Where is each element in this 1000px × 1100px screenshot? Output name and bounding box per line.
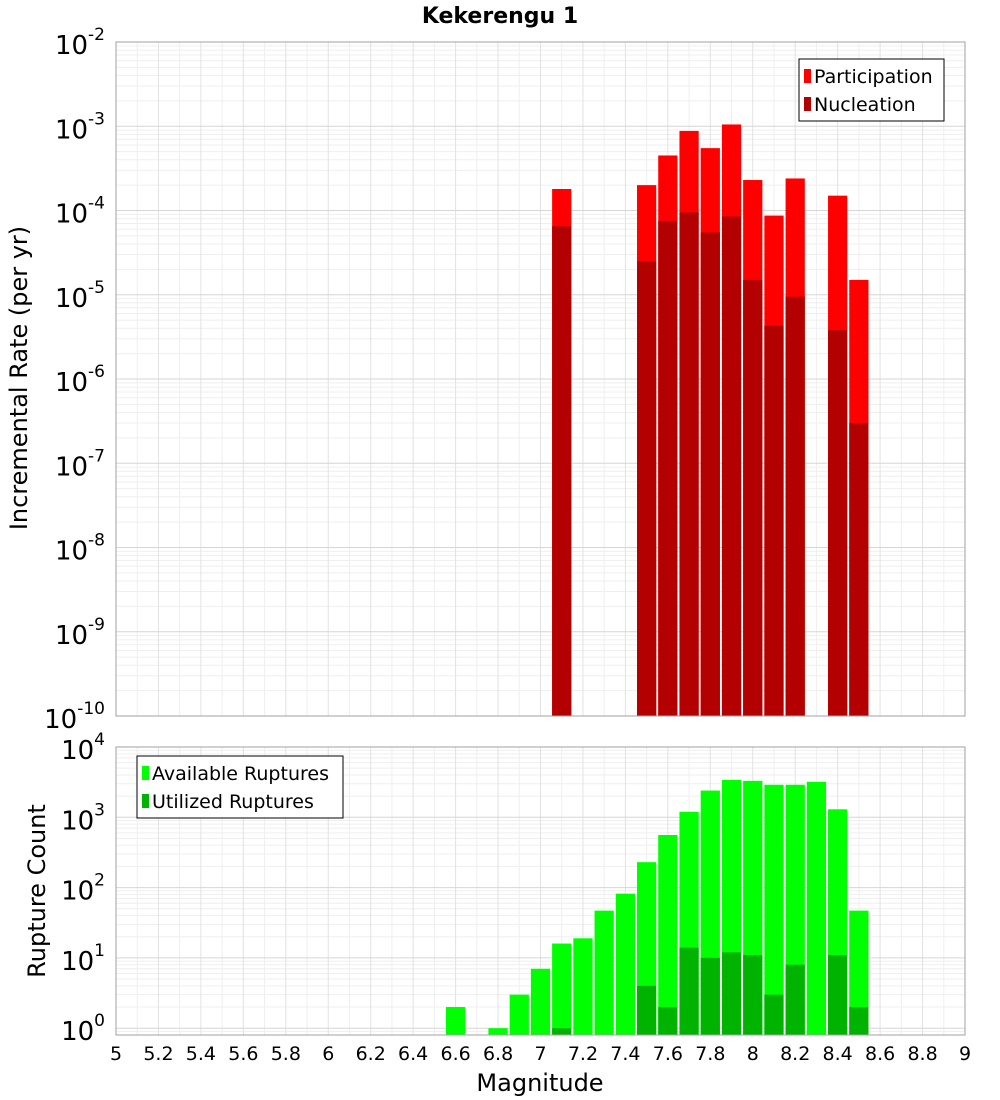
bar-secondary-7.1 [552, 226, 572, 716]
bar-secondary-7.5 [637, 261, 657, 716]
bar-secondary-8.2 [785, 296, 805, 716]
bar-primary-7.1 [552, 943, 572, 1035]
x-tick-label: 7.6 [653, 1043, 683, 1065]
legend-swatch [804, 97, 811, 111]
bar-secondary-8.5 [849, 1007, 869, 1035]
bar-secondary-8.2 [785, 964, 805, 1035]
bar-primary-8.3 [806, 781, 827, 1035]
bar-primary-7.6 [658, 834, 678, 1035]
plot-frame [115, 41, 966, 717]
legend-swatch [142, 794, 149, 808]
bar-primary-7.2 [573, 938, 593, 1035]
x-tick-label: 5.4 [186, 1043, 216, 1065]
x-tick-label: 5.6 [228, 1043, 258, 1065]
y-tick-label: 10-10 [44, 699, 105, 735]
x-tick-label: 6 [322, 1043, 334, 1065]
y-axis-label-count: Rupture Count [23, 804, 51, 978]
bar-secondary-7.8 [700, 232, 720, 716]
bar-primary-8.1 [764, 784, 784, 1035]
y-tick-label: 10-7 [55, 446, 105, 482]
x-tick-label: 5.2 [143, 1043, 173, 1065]
y-tick-label: 10-6 [55, 362, 105, 398]
x-tick-label: 6.6 [440, 1043, 470, 1065]
bar-secondary-7.9 [721, 952, 742, 1035]
bar-primary-7 [530, 968, 551, 1035]
bar-secondary-7.6 [658, 1007, 678, 1035]
bar-primary-6.9 [509, 994, 529, 1035]
x-tick-label: 5.8 [271, 1043, 301, 1065]
legend-box [136, 755, 344, 819]
x-tick-label: 7.2 [568, 1043, 598, 1065]
x-tick-label: 6.4 [398, 1043, 428, 1065]
bar-primary-6.8 [488, 1028, 508, 1035]
bar-secondary-8 [743, 279, 763, 716]
legend-label: Utilized Ruptures [152, 791, 314, 813]
bar-secondary-7.5 [637, 985, 657, 1035]
x-tick-label: 8.8 [907, 1043, 937, 1065]
bar-secondary-8.5 [849, 423, 869, 716]
legend-label: Available Ruptures [152, 763, 329, 785]
x-tick-label: 8.2 [780, 1043, 810, 1065]
y-tick-label: 10-9 [55, 615, 105, 651]
bar-secondary-7.8 [700, 957, 720, 1035]
x-tick-label: 8 [747, 1043, 759, 1065]
legend-box [798, 58, 945, 122]
bar-primary-7.4 [615, 893, 636, 1035]
y-tick-label: 102 [61, 871, 105, 907]
x-axis-label: Magnitude [476, 1069, 603, 1097]
rate-panel: 10-10 10-9 10-8 10-7 10-6 10-5 10-4 10-3 10-2 Par… [44, 25, 966, 735]
y-tick-label: 10-4 [55, 194, 105, 230]
x-tick-label: 8.4 [823, 1043, 853, 1065]
bar-secondary-8.1 [764, 994, 784, 1035]
legend: Participation Nucleation [798, 58, 945, 122]
bar-primary-8.5 [849, 910, 869, 1035]
bar-secondary-8.4 [828, 954, 848, 1035]
bar-secondary-8 [743, 954, 763, 1035]
chart-title: Kekerengu 1 [422, 4, 578, 29]
bar-secondary-7.6 [658, 221, 678, 716]
bar-secondary-7.1 [552, 1028, 572, 1035]
y-tick-label: 10-3 [55, 109, 105, 145]
legend: Available Ruptures Utilized Ruptures [136, 755, 344, 819]
bar-secondary-7.9 [721, 216, 742, 716]
legend-label: Participation [814, 66, 933, 88]
y-tick-label: 103 [61, 800, 105, 836]
y-tick-label: 10-5 [55, 278, 105, 314]
bar-secondary-8.1 [764, 325, 784, 716]
bar-secondary-7.7 [679, 212, 699, 717]
bar-secondary-8.4 [828, 330, 848, 716]
y-tick-label: 101 [61, 941, 105, 977]
x-tick-label: 5 [110, 1043, 122, 1065]
x-tick-label: 7.8 [695, 1043, 725, 1065]
bar-primary-7.3 [594, 910, 614, 1035]
bar-primary-6.6 [445, 1007, 466, 1035]
x-tick-label: 6.2 [356, 1043, 386, 1065]
count-panel: 100 101 102 103 104 5 5.2 5.4 5.6 5.8 6 6.2 6.4 6.6 6.… [61, 730, 971, 1065]
legend-swatch [142, 766, 149, 780]
y-axis-label-rate: Incremental Rate (per yr) [5, 226, 33, 530]
x-tick-label: 9 [959, 1043, 971, 1065]
bar-secondary-7.7 [679, 947, 699, 1035]
legend-label: Nucleation [814, 94, 916, 116]
y-tick-label: 104 [61, 730, 105, 766]
legend-swatch [804, 69, 811, 83]
x-tick-label: 8.6 [865, 1043, 895, 1065]
y-tick-label: 100 [61, 1011, 105, 1047]
x-tick-label: 6.8 [483, 1043, 513, 1065]
x-tick-label: 7 [534, 1043, 546, 1065]
y-tick-label: 10-2 [55, 25, 105, 61]
y-tick-label: 10-8 [55, 531, 105, 567]
x-tick-label: 7.4 [610, 1043, 640, 1065]
plot-frame [115, 746, 966, 1036]
